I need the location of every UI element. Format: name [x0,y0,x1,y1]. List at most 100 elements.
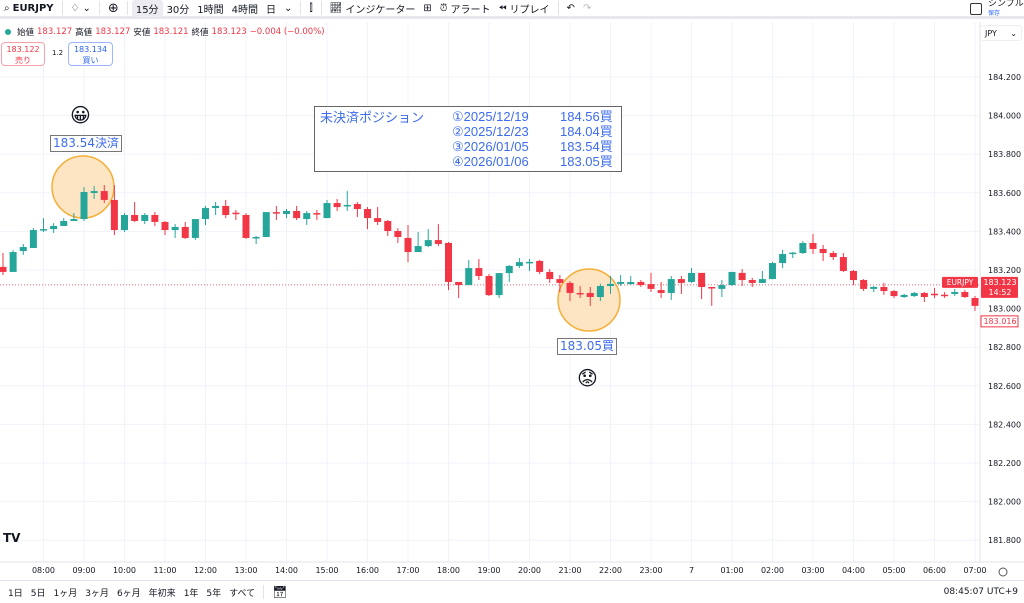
divider [98,1,100,15]
buy-label[interactable]: 183.05買 [557,338,617,355]
candle-body [526,261,533,264]
candle [829,251,837,260]
sell-button[interactable]: 183.122 売り [1,42,45,66]
square-icon[interactable] [970,3,982,15]
price-tick-label: 182.000 [988,498,1021,507]
candle [404,225,412,263]
range-3m[interactable]: 3ヶ月 [85,588,109,599]
range-5y[interactable]: 5年 [206,588,222,599]
range-1m[interactable]: 1ヶ月 [53,588,78,599]
open-positions-note[interactable]: 未決済ポジション ①2025/12/19 184.56買 ②2025/12/23 1… [314,106,622,172]
undo-icon: ↶ [566,2,575,14]
symbol-search[interactable]: ⌕ EURJPY [4,2,54,14]
time-tick-label: 11:00 [153,566,176,575]
candle [171,224,179,238]
candle [769,261,776,280]
candle-body [141,214,149,221]
candle [181,221,189,239]
time-tick-label: 7 [689,566,694,575]
undo-button[interactable]: ↶ [563,0,579,17]
calendar-goto-icon[interactable]: 📅︎ [272,585,288,599]
chart-type-button[interactable]: ⫿ [305,0,316,17]
time-tick-label: 16:00 [356,566,379,575]
candle [323,199,331,219]
candle-body [596,286,604,298]
redo-button[interactable]: ↷ [579,0,595,17]
interval-30m[interactable]: 30分 [166,4,190,16]
candle-body [748,280,756,283]
low-marker-label: 183.016 [983,317,1016,326]
candle [657,281,665,298]
currency-selector[interactable]: JPY ⌄ [980,25,1022,41]
candle-body [60,220,68,226]
time-tick-label: 20:00 [518,566,541,575]
range-1y[interactable]: 1年 [183,588,199,599]
candle-body [870,286,878,289]
price-tick-label: 183.800 [988,150,1021,159]
favorites-button[interactable]: ♢ ⌄ [67,0,95,17]
candle [667,275,675,300]
candle [222,199,230,219]
interval-1h[interactable]: 1時間 [197,4,224,16]
candle-body [819,248,827,254]
candle-body [677,279,685,283]
time-tick-label: 03:00 [801,566,824,575]
position-row: ②2025/12/23 184.04買 [452,124,613,139]
time-tick-label: 07:00 [963,566,986,575]
time-tick-label: 04:00 [842,566,865,575]
candle-body [667,279,675,293]
candle [910,292,918,298]
chevron-down-icon: ⌄ [1010,29,1017,38]
range-6m[interactable]: 6ヶ月 [116,588,141,599]
compare-button[interactable]: ⊕ [104,0,123,17]
time-tick-label: 13:00 [234,566,257,575]
candle [475,258,483,281]
layout-name: シンプル 保存 [988,0,1024,17]
spread-value: 1.2 [52,49,64,57]
candle-body [191,219,199,238]
range-1d[interactable]: 1日 [8,588,23,599]
last-price-label: 183.123 [983,278,1016,287]
candle [515,258,523,269]
layouts-button[interactable]: ⊞ [419,0,435,17]
candle-body [829,253,837,258]
alert-button[interactable]: ⏰︎ アラート [439,2,491,16]
rewind-icon: ⏪︎ [498,2,507,14]
range-ytd[interactable]: 年初来 [148,588,176,599]
indicators-button[interactable]: 📈︎ インジケーター [329,2,416,16]
smiling-face-icon: 😀 [70,103,91,127]
candle-body [485,275,493,296]
exit-label[interactable]: 183.54決済 [50,135,122,152]
interval-15m[interactable]: 15分 [131,0,163,17]
interval-dropdown[interactable]: ⌄ [280,0,296,17]
price-tick-label: 183.400 [988,227,1021,236]
candle-body [647,284,655,289]
interval-1d[interactable]: 日 [266,4,277,16]
save-button[interactable]: 保存 [988,10,1001,17]
candle-body [50,225,58,230]
candle-body [657,290,665,293]
candle-body [627,281,635,285]
candle [394,228,402,243]
candle-body [880,286,888,292]
candle-body [293,210,301,219]
candle [586,286,594,306]
candle-body [931,293,938,296]
candle [617,275,625,287]
candle-body [708,286,716,289]
candle-body [961,292,969,298]
replay-button[interactable]: ⏪︎ リプレイ [498,2,550,16]
candle [272,205,280,221]
settings-icon[interactable] [998,567,1008,577]
candle-body [29,230,37,248]
price-chart[interactable]: 184.200 184.000 183.800 183.600 183.400 183.2… [0,22,1024,580]
range-all[interactable]: すべて [229,588,256,599]
interval-4h[interactable]: 4時間 [231,4,259,16]
range-5d[interactable]: 5日 [30,588,46,599]
candle-body [181,226,189,238]
price-tick-label: 183.600 [988,189,1021,198]
position-row: ③2026/01/05 183.54買 [452,139,613,154]
buy-button[interactable]: 183.134 買い [68,42,113,66]
candle-body [161,221,169,231]
candle [60,218,68,226]
